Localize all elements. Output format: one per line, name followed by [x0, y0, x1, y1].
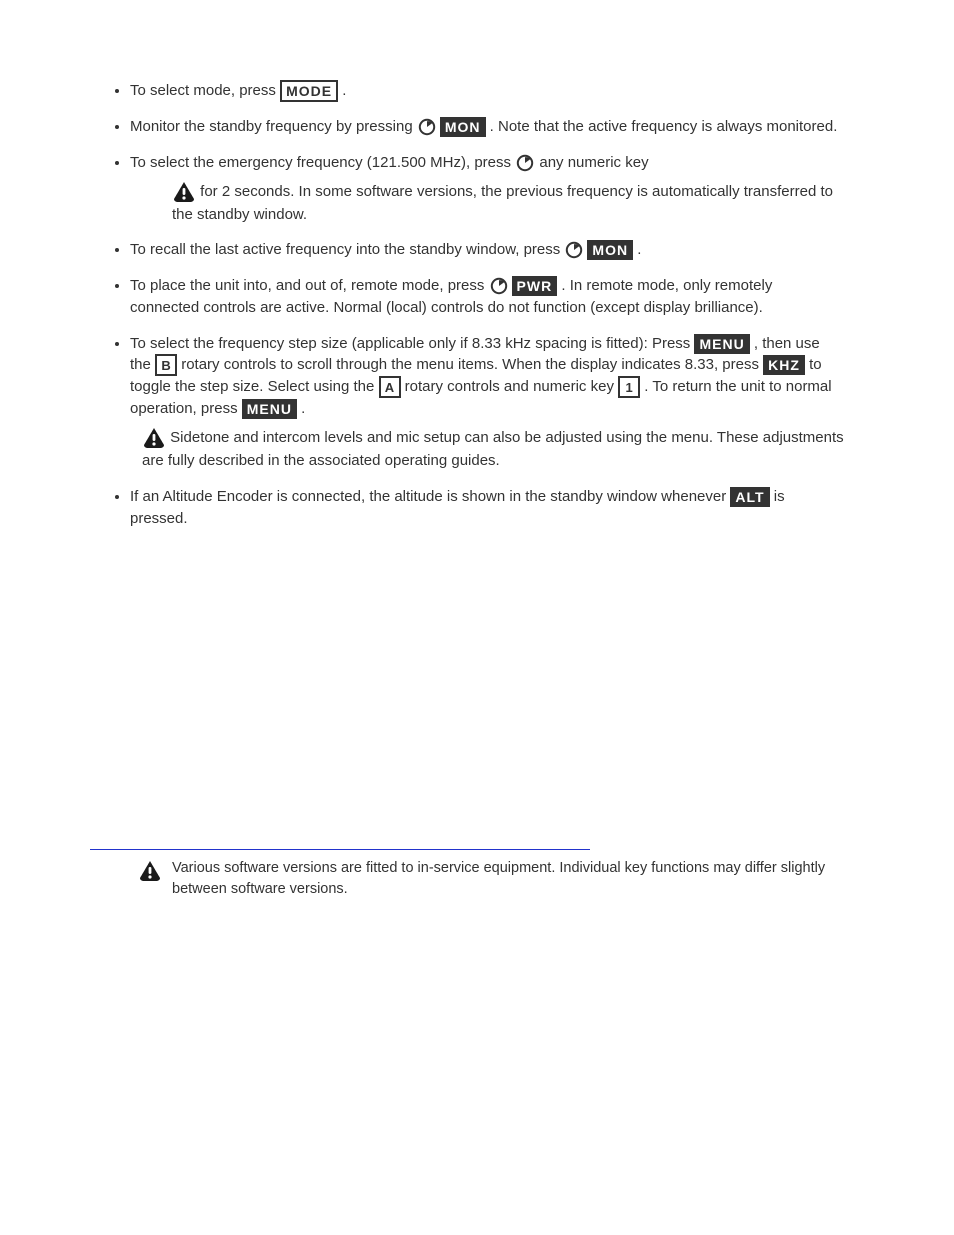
bullet-remote-mode: To place the unit into, and out of, remo… — [130, 275, 844, 319]
mon-button-label: MON — [587, 240, 633, 260]
text: . — [561, 277, 565, 294]
text: window, press — [466, 241, 564, 258]
hold-icon — [515, 153, 535, 173]
rotary-b-label: B — [155, 354, 177, 376]
alt-button-label: ALT — [730, 487, 769, 507]
text: To recall the last active frequency into… — [130, 241, 462, 258]
footnote-text: Various software versions are fitted to … — [172, 858, 844, 900]
text: . — [301, 400, 305, 417]
text: any numeric key — [539, 154, 648, 171]
text: numeric key — [533, 378, 618, 395]
text: If an Altitude Encoder is connected, the… — [130, 488, 546, 505]
text: . Note that the — [490, 118, 584, 135]
text: . — [637, 241, 641, 258]
note-text: Sidetone and intercom levels and mic set… — [142, 429, 844, 469]
khz-button-label: KHZ — [763, 355, 805, 375]
caution-icon — [142, 426, 166, 450]
bullet-frequency-step: To select the frequency step size (appli… — [130, 333, 844, 472]
text: is fitted): Press — [591, 335, 694, 352]
note-text: for 2 seconds. In some software versions… — [172, 183, 833, 223]
mon-button-label: MON — [440, 117, 486, 137]
note-emergency: for 2 seconds. In some software versions… — [172, 180, 844, 226]
hold-icon — [417, 117, 437, 137]
pwr-button-label: PWR — [512, 276, 558, 296]
text: . — [342, 82, 346, 99]
bullet-recall-last: To recall the last active frequency into… — [130, 239, 844, 261]
mode-button-label: MODE — [280, 80, 338, 102]
caution-icon — [138, 859, 162, 883]
bullet-monitor-standby: Monitor the standby frequency by pressin… — [130, 116, 844, 138]
text: toggle the step size. Select using the — [130, 378, 379, 395]
text: Monitor the standby frequency by pressin… — [130, 118, 417, 135]
bullet-select-mode: To select mode, press MODE . — [130, 80, 844, 102]
bullet-altitude: If an Altitude Encoder is connected, the… — [130, 486, 844, 530]
caution-icon — [172, 180, 196, 204]
text: To select the frequency step size (appli… — [130, 335, 587, 352]
text: standby window whenever — [550, 488, 730, 505]
rotary-a-label: A — [379, 376, 401, 398]
bullet-emergency-frequency: To select the emergency frequency (121.5… — [130, 152, 844, 226]
footnote: Various software versions are fitted to … — [90, 858, 844, 900]
hold-icon — [489, 276, 509, 296]
numeric-1-label: 1 — [618, 376, 640, 398]
page-container: To select mode, press MODE . Monitor the… — [0, 0, 954, 960]
text: rotary controls to scroll through — [181, 356, 387, 373]
text: the menu items. When the display indicat… — [391, 356, 763, 373]
text: To select mode, press — [130, 82, 280, 99]
text: press — [201, 400, 242, 417]
text: active frequency is always monitored. — [588, 118, 837, 135]
note-menu: Sidetone and intercom levels and mic set… — [142, 426, 844, 472]
instruction-list: To select mode, press MODE . Monitor the… — [90, 80, 844, 529]
footnote-divider — [90, 849, 590, 850]
menu-button-label: MENU — [242, 399, 297, 419]
text: To place the unit into, and out of, remo… — [130, 277, 489, 294]
hold-icon — [564, 240, 584, 260]
text: rotary controls and — [405, 378, 529, 395]
footnote-area: Various software versions are fitted to … — [90, 849, 844, 900]
text: to — [809, 356, 822, 373]
menu-button-label: MENU — [694, 334, 749, 354]
text: To select the emergency frequency (121.5… — [130, 154, 515, 171]
